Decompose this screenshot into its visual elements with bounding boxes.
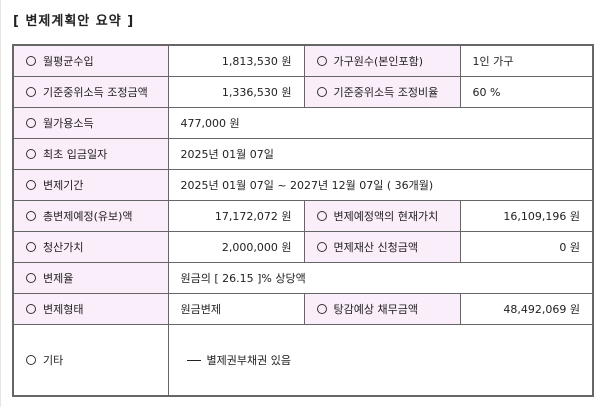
label-cell: 청산가치 [12, 231, 169, 263]
table-row: 청산가치 2,000,000 원 면제재산 신청금액 0 원 [12, 231, 594, 263]
circle-bullet-icon [26, 273, 36, 283]
label-text: 총변제예정(유보)액 [43, 210, 133, 223]
label-text: 가구원수(본인포함) [333, 55, 424, 68]
circle-bullet-icon [26, 118, 36, 128]
label-cell: 탕감예상 채무금액 [303, 293, 461, 325]
label-cell: 월가용소득 [12, 107, 169, 139]
dash-icon [186, 360, 201, 361]
circle-bullet-icon [26, 242, 36, 252]
label-cell: 변제형태 [12, 293, 169, 325]
circle-bullet-icon [26, 304, 36, 314]
label-text: 최초 입금일자 [43, 148, 108, 161]
circle-bullet-icon [316, 56, 327, 66]
label-text: 월가용소득 [43, 117, 94, 130]
value-cell: 1인 가구 [459, 44, 594, 77]
value-cell: 477,000 원 [167, 107, 594, 139]
value-cell: 16,109,196 원 [459, 200, 594, 232]
label-text: 변제형태 [43, 303, 84, 316]
value-text: 별제권부채권 있음 [206, 354, 291, 367]
label-cell: 최초 입금일자 [12, 138, 169, 170]
table-row: 월가용소득 477,000 원 [12, 107, 594, 139]
circle-bullet-icon [26, 180, 36, 190]
circle-bullet-icon [316, 242, 327, 252]
table-row: 변제율 원금의 [ 26.15 ]% 상당액 [12, 262, 594, 294]
circle-bullet-icon [26, 355, 36, 365]
circle-bullet-icon [26, 56, 36, 66]
label-cell: 기준중위소득 조정금액 [12, 76, 169, 108]
label-cell: 가구원수(본인포함) [303, 44, 461, 77]
label-cell: 면제재산 신청금액 [303, 231, 461, 263]
section-title: [ 변제계획안 요약 ] [13, 14, 135, 29]
value-cell: 2025년 01월 07일 ~ 2027년 12월 07일 ( 36개월) [167, 169, 594, 201]
summary-table: 월평균수입 1,813,530 원 가구원수(본인포함) 1인 가구 기준중위소… [12, 44, 594, 397]
label-text: 기타 [43, 354, 64, 367]
label-cell: 총변제예정(유보)액 [12, 200, 169, 232]
table-row: 월평균수입 1,813,530 원 가구원수(본인포함) 1인 가구 [12, 44, 594, 77]
label-text: 탕감예상 채무금액 [333, 303, 418, 316]
label-text: 월평균수입 [43, 55, 94, 68]
value-cell: 별제권부채권 있음 [167, 324, 594, 397]
table-row: 최초 입금일자 2025년 01월 07일 [12, 138, 594, 170]
value-cell: 원금변제 [167, 293, 305, 325]
value-cell: 1,813,530 원 [167, 44, 305, 77]
table-row: 기타 별제권부채권 있음 [12, 324, 594, 397]
label-text: 청산가치 [43, 241, 84, 254]
value-cell: 48,492,069 원 [459, 293, 594, 325]
table-row: 총변제예정(유보)액 17,172,072 원 변제예정액의 현재가치 16,1… [12, 200, 594, 232]
table-row: 변제기간 2025년 01월 07일 ~ 2027년 12월 07일 ( 36개… [12, 169, 594, 201]
value-cell: 2025년 01월 07일 [167, 138, 594, 170]
value-cell: 60 % [459, 76, 594, 108]
label-text: 변제기간 [43, 179, 84, 192]
label-text: 기준중위소득 조정금액 [43, 86, 148, 99]
label-text: 변제예정액의 현재가치 [333, 210, 439, 223]
label-cell: 변제기간 [12, 169, 169, 201]
value-cell: 원금의 [ 26.15 ]% 상당액 [167, 262, 594, 294]
label-cell: 변제예정액의 현재가치 [303, 200, 461, 232]
circle-bullet-icon [316, 304, 327, 314]
value-cell: 2,000,000 원 [167, 231, 305, 263]
circle-bullet-icon [316, 87, 327, 97]
table-row: 기준중위소득 조정금액 1,336,530 원 기준중위소득 조정비율 60 % [12, 76, 594, 108]
label-cell: 기준중위소득 조정비율 [303, 76, 461, 108]
circle-bullet-icon [26, 149, 36, 159]
circle-bullet-icon [316, 211, 327, 221]
value-cell: 17,172,072 원 [167, 200, 305, 232]
label-cell: 월평균수입 [12, 44, 169, 77]
circle-bullet-icon [26, 211, 36, 221]
label-text: 변제율 [43, 272, 74, 285]
table-row: 변제형태 원금변제 탕감예상 채무금액 48,492,069 원 [12, 293, 594, 325]
label-text: 면제재산 신청금액 [333, 241, 418, 254]
label-cell: 기타 [12, 324, 169, 397]
label-cell: 변제율 [12, 262, 169, 294]
circle-bullet-icon [26, 87, 36, 97]
value-cell: 0 원 [459, 231, 594, 263]
value-cell: 1,336,530 원 [167, 76, 305, 108]
label-text: 기준중위소득 조정비율 [333, 86, 439, 99]
